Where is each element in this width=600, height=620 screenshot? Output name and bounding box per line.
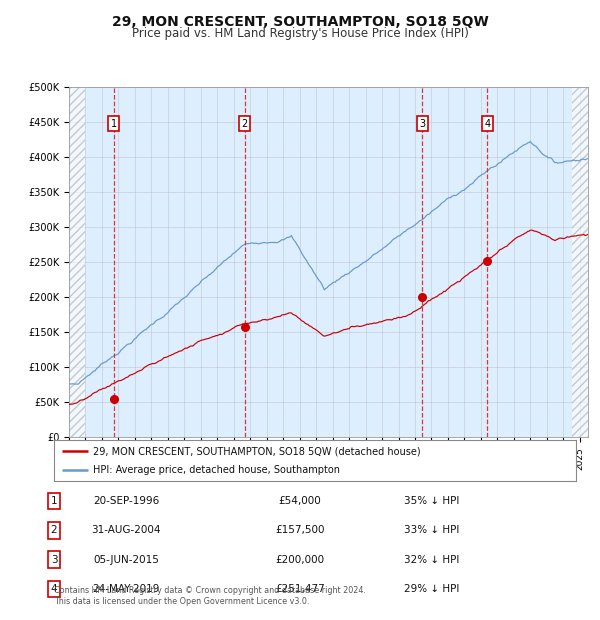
- Text: £157,500: £157,500: [275, 525, 325, 536]
- Text: 3: 3: [50, 554, 58, 565]
- Text: £200,000: £200,000: [275, 554, 325, 565]
- Text: 3: 3: [419, 118, 425, 128]
- Text: 32% ↓ HPI: 32% ↓ HPI: [404, 554, 460, 565]
- Text: 4: 4: [50, 583, 58, 594]
- Text: 35% ↓ HPI: 35% ↓ HPI: [404, 496, 460, 507]
- Text: £251,477: £251,477: [275, 583, 325, 594]
- Text: 29% ↓ HPI: 29% ↓ HPI: [404, 583, 460, 594]
- Text: £54,000: £54,000: [278, 496, 322, 507]
- Text: 2: 2: [50, 525, 58, 536]
- Bar: [69, 87, 85, 437]
- Text: 1: 1: [50, 496, 58, 507]
- Text: 05-JUN-2015: 05-JUN-2015: [93, 554, 159, 565]
- Text: 29, MON CRESCENT, SOUTHAMPTON, SO18 5QW (detached house): 29, MON CRESCENT, SOUTHAMPTON, SO18 5QW …: [93, 446, 421, 456]
- Text: 24-MAY-2019: 24-MAY-2019: [92, 583, 160, 594]
- Text: 33% ↓ HPI: 33% ↓ HPI: [404, 525, 460, 536]
- Text: 1: 1: [111, 118, 117, 128]
- Text: Contains HM Land Registry data © Crown copyright and database right 2024.
This d: Contains HM Land Registry data © Crown c…: [54, 585, 366, 606]
- Text: Price paid vs. HM Land Registry's House Price Index (HPI): Price paid vs. HM Land Registry's House …: [131, 27, 469, 40]
- Text: 29, MON CRESCENT, SOUTHAMPTON, SO18 5QW: 29, MON CRESCENT, SOUTHAMPTON, SO18 5QW: [112, 16, 488, 30]
- Text: 20-SEP-1996: 20-SEP-1996: [93, 496, 159, 507]
- Text: 31-AUG-2004: 31-AUG-2004: [91, 525, 161, 536]
- Text: 2: 2: [242, 118, 248, 128]
- Text: HPI: Average price, detached house, Southampton: HPI: Average price, detached house, Sout…: [93, 464, 340, 475]
- Bar: [572, 87, 588, 437]
- Text: 4: 4: [484, 118, 490, 128]
